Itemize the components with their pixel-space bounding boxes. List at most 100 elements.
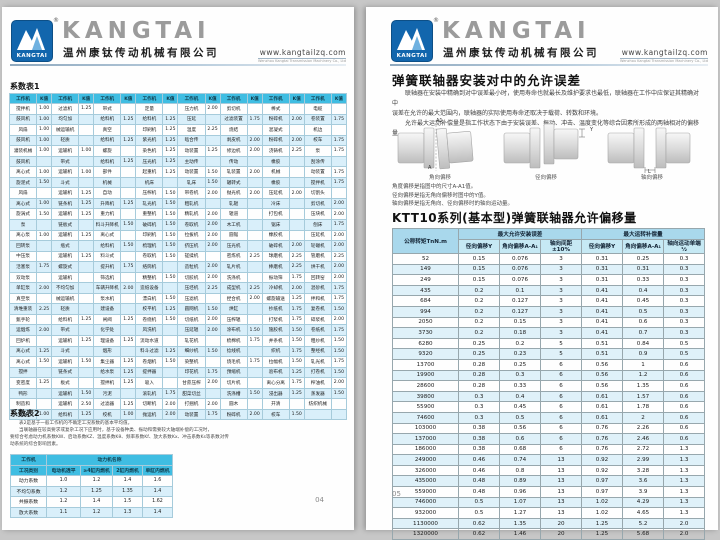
ktt-row: 186000 0.38 0.68 6 0.76 2.72 1.3 [392, 443, 706, 456]
table-cell: 5.2 [622, 517, 665, 530]
table-cell: 6 [539, 411, 583, 424]
table-cell [162, 103, 179, 115]
table-cell: 13 [539, 454, 583, 466]
table-cell: 1.75 [288, 377, 305, 389]
website-block: www.kangtailzq.com Wenzhou Kangtai Trans… [620, 48, 708, 63]
table-cell: 机械 [93, 176, 122, 189]
table-cell: 2.00 [246, 292, 263, 305]
paragraph-line: 误差在允许的最大范围内，联轴器的实际使用寿命还取决于载荷、转数和环境。 [392, 110, 603, 117]
table-cell: 0.4 [499, 390, 541, 403]
table-cell [204, 356, 221, 368]
table1-row: 离心式 1.50 运输机 1.50 集尘器 1.25 卷烟机 1.50 染整机 烧毛机 1.75 拉幅… [8, 356, 348, 368]
table-cell: 1.00 [120, 408, 137, 421]
table1-row: 鼓风机 带式 给料机 1.25 压光机 1.25 主动传 传动 橡胶 刮涂传 [8, 155, 348, 168]
table-cell: 风洗机 [135, 324, 164, 337]
table-cell [36, 292, 53, 305]
table-cell: 切割头 [303, 187, 332, 199]
table-cell: 684 [392, 295, 459, 307]
ktt-row: 39800 0.3 0.4 6 0.61 1.57 0.6 [392, 390, 706, 403]
table-cell: 0.1 [499, 284, 541, 297]
table-cell: 1.75 [246, 113, 263, 126]
table-cell: 圆网机 [177, 303, 206, 315]
table1-row: 灌装机械 1.00 运输机 1.00 螺旋 染色机 1.25 动装置 1.25 修边机 2.00 浇铸… [8, 145, 348, 157]
table-cell: 6 [539, 433, 583, 445]
table-cell: 离心式 [93, 229, 122, 242]
ktt-row: 435 0.2 0.1 3 0.41 0.4 0.3 [392, 284, 706, 297]
table-cell: 2.25 [204, 282, 221, 294]
col-subheader: 工况类别 [10, 464, 47, 476]
website-subtitle: Wenzhou Kangtai Transmission Machinery C… [620, 58, 708, 63]
table1-row: 旋涡式 1.50 运输机 1.25 重力机 重整机 1.50 精轧机 2.00 辊道 打包机 压块机 2… [8, 208, 348, 220]
table-cell: 机械 [261, 166, 290, 178]
table-cell: 0.6 [663, 380, 706, 392]
table-cell: 0.56 [499, 422, 541, 435]
table-cell: 2.26 [622, 422, 665, 435]
table1-row: 机械 1.00 给料机 1.25 绞机 1.00 抛运机 2.00 动装置 1.75 粉碎机 2.00… [8, 408, 348, 421]
table-cell: 1.0 [46, 475, 81, 487]
table-cell: 1.50 [162, 197, 179, 210]
table-cell: 1.25 [162, 166, 179, 178]
catalog-page-right: KANGTAI ® KANGTAI 温州康钛传动机械有限公司 www.kangt… [366, 7, 718, 540]
table-cell: 74600 [392, 411, 459, 424]
table-cell: 0.3 [663, 327, 706, 339]
table-cell: 2.00 [330, 197, 348, 210]
table-cell: 1.3 [663, 486, 706, 498]
table-cell: 249 [392, 274, 459, 286]
table-cell: 2.00 [204, 261, 221, 273]
table-cell: 1.50 [120, 240, 137, 252]
table-cell: 洗涤机 [219, 271, 248, 284]
table-cell: 电缆 [303, 103, 332, 115]
table-cell: 给料机 [51, 313, 80, 326]
table1-row: 鸭形 运输机 1.50 污泥 滚轧机 1.75 甜菜切丝 洗涤槽 1.50 浸出器 1.25 蒸发器 1… [8, 387, 348, 400]
table-cell: 0.6 [663, 433, 706, 445]
table-cell: 3 [539, 284, 583, 297]
table-cell [78, 176, 95, 189]
table-cell: 0.6 [663, 411, 706, 424]
table-cell: 0.62 [458, 528, 500, 540]
table-cell: 1.50 [204, 345, 221, 358]
table-cell: 0.76 [581, 433, 624, 445]
table-cell: 破碎机 [135, 219, 164, 231]
table-cell: 带卷机 [177, 187, 206, 199]
table-cell: 打卷机 [303, 366, 332, 379]
dim-label-a: A [428, 165, 432, 171]
table-cell: 2.00 [204, 271, 221, 284]
table-cell: 0.41 [581, 316, 624, 329]
table-cell [120, 292, 137, 305]
table-cell: 1.25 [36, 345, 53, 358]
table-cell: 络筒机 [135, 261, 164, 273]
table-cell: 0.38 [458, 443, 500, 456]
table-cell: 1.25 [78, 250, 95, 263]
table-cell: 烘缸 [219, 303, 248, 315]
table-cell: 压光机 [135, 155, 164, 168]
table1-row: 搅拌机 1.00 过滤机 1.25 带式 定量 压力机 2.00 剪切机 棒式 电缆 [8, 103, 348, 115]
table-cell [162, 335, 179, 347]
table-cell: 0.076 [499, 263, 541, 276]
table-cell: 1.50 [204, 166, 221, 178]
table-cell [78, 345, 95, 358]
table-cell [288, 124, 305, 136]
table-cell: 5 [539, 348, 583, 360]
coefficient-table-2: 工作机 动力机名称 工况类别 电动机透平 ≥4缸内燃机 2缸内燃机 单缸内燃机 动力系数 1.… [10, 454, 173, 518]
table-cell: 2.00 [288, 282, 305, 294]
company-name: 温州康钛传动机械有限公司 [443, 47, 599, 59]
table-cell [204, 155, 221, 168]
table-cell: 压延机 [261, 187, 290, 199]
table-cell: 压滤机 [177, 292, 206, 305]
table-cell: 0.3 [663, 274, 706, 286]
table-cell: 螺旋输送 [261, 292, 290, 305]
table-cell: 离心式 [8, 166, 38, 178]
kangtai-wordmark: KANGTAI [62, 18, 211, 44]
table-cell: 2.25 [288, 261, 305, 273]
table-cell: 活塞泵 [8, 261, 38, 273]
table-cell [120, 124, 137, 136]
table-cell: 0.84 [622, 337, 665, 350]
table-cell: 修边机 [219, 145, 248, 157]
table-cell: 共振系数 [10, 496, 47, 508]
coupling-angular-icon [397, 125, 474, 171]
table-cell [162, 176, 179, 189]
table-cell: 3.28 [622, 464, 665, 477]
table-cell [120, 250, 137, 263]
table-cell: 0.2 [458, 327, 500, 339]
table-cell: 1.25 [288, 387, 305, 400]
